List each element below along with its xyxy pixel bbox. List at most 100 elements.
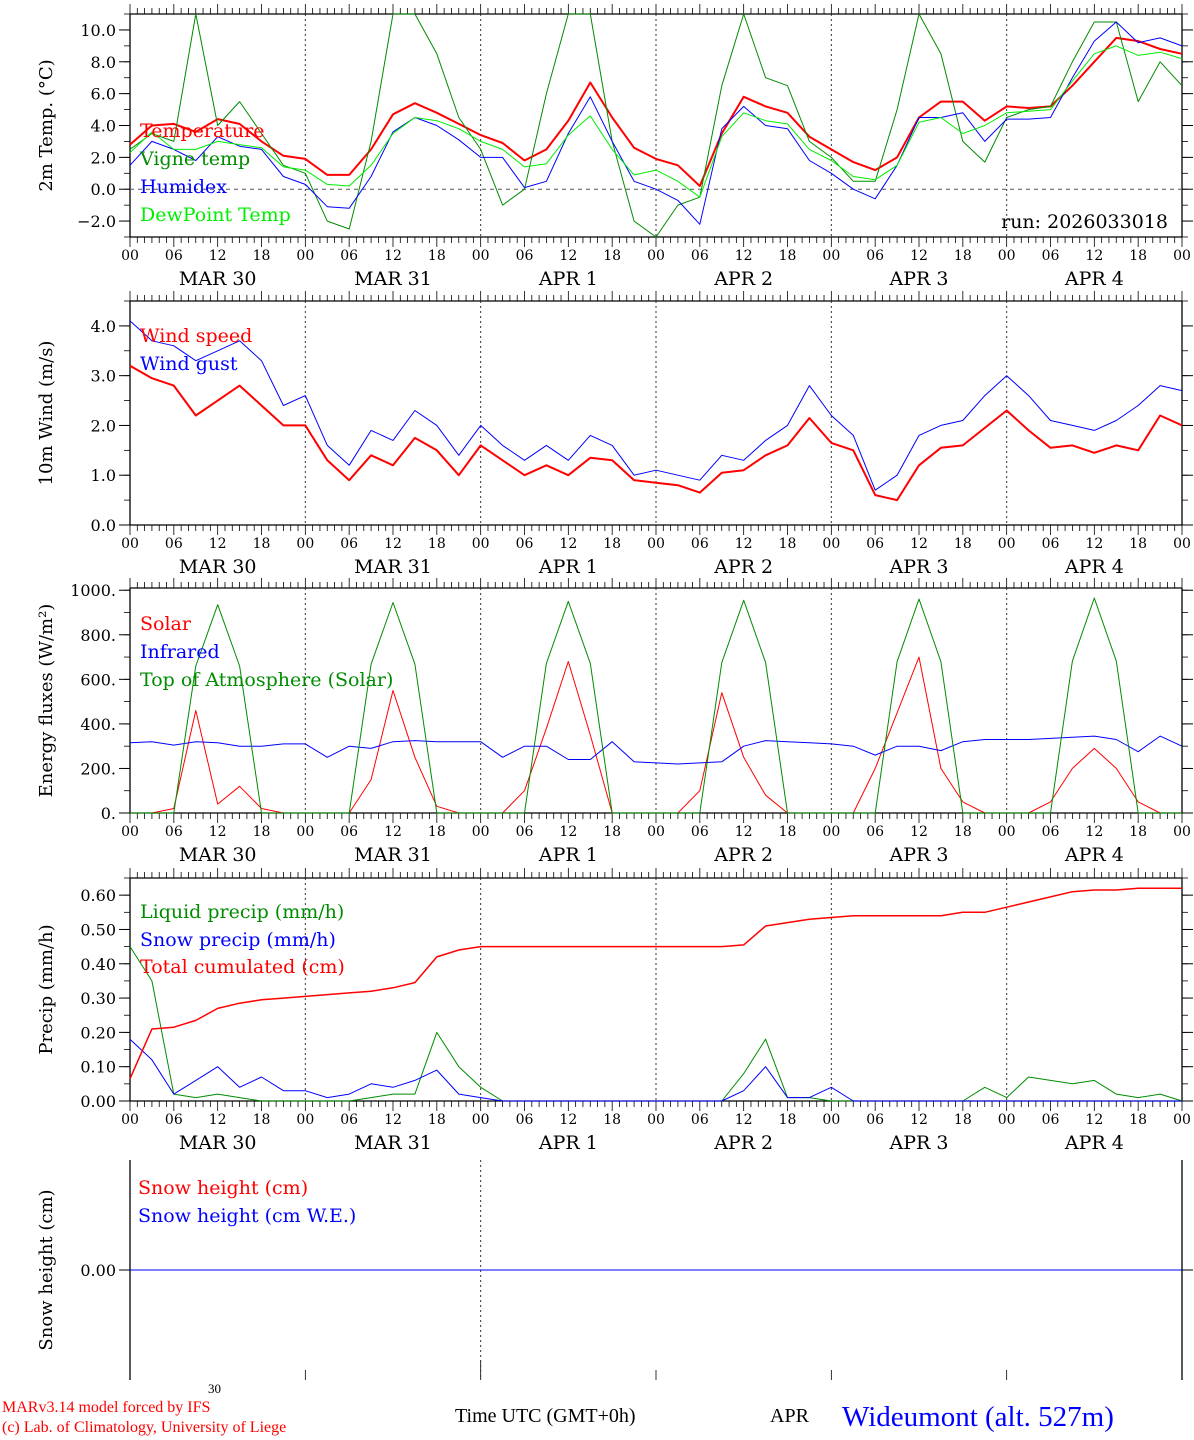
x-tick-label: 00: [121, 824, 139, 840]
day-label: APR 4: [1064, 1132, 1124, 1154]
y-tick-label: 800.: [80, 626, 116, 645]
x-tick-label: 00: [822, 1112, 840, 1128]
x-tick-label: 00: [296, 1112, 314, 1128]
y-tick-label: 3.0: [91, 367, 116, 386]
y-tick-label: 600.: [80, 670, 116, 689]
x-tick-label: 06: [516, 824, 534, 840]
x-tick-label: 06: [866, 248, 884, 264]
x-axis-title: Time UTC (GMT+0h): [455, 1405, 636, 1427]
credit-model: MARv3.14 model forced by IFS: [2, 1399, 211, 1416]
x-tick-label: 12: [209, 248, 227, 264]
x-tick-label: 00: [647, 248, 665, 264]
y-tick-label: −2.0: [77, 212, 116, 231]
x-tick-label: 00: [296, 536, 314, 552]
day-label: MAR 30: [179, 556, 257, 578]
series-line-total-cumulated-cm-: [129, 887, 1182, 1080]
y-tick-label: 4.0: [91, 117, 116, 136]
x-tick-label: 12: [559, 536, 577, 552]
y-tick-label: 2.0: [91, 148, 116, 167]
x-tick-label: 18: [603, 824, 621, 840]
legend-entry: Liquid precip (mm/h): [140, 901, 344, 923]
day-label: MAR 31: [354, 1132, 432, 1154]
x-tick-label: 12: [209, 824, 227, 840]
y-axis-label: Energy fluxes (W/m²): [36, 604, 57, 798]
x-tick-label: 06: [1042, 1112, 1060, 1128]
y-tick-label: 0.10: [80, 1058, 116, 1077]
x-tick-label: 12: [1085, 536, 1103, 552]
x-tick-label: 06: [1042, 248, 1060, 264]
y-tick-label: 6.0: [91, 85, 116, 104]
y-tick-label: 0.00: [80, 1261, 116, 1280]
day-label: APR 1: [538, 268, 598, 290]
x-tick-label: 12: [209, 536, 227, 552]
legend-entry: Infrared: [140, 641, 220, 663]
x-tick-label: 00: [121, 1112, 139, 1128]
x-tick-label: 06: [516, 536, 534, 552]
x-tick-label: 00: [998, 536, 1016, 552]
x-tick-label: 00: [998, 248, 1016, 264]
y-axis-label: 10m Wind (m/s): [36, 341, 57, 486]
y-axis-label: 2m Temp. (°C): [36, 59, 57, 191]
x-tick-label: 12: [910, 1112, 928, 1128]
x-tick-label: 12: [735, 824, 753, 840]
x-tick-label: 12: [1085, 824, 1103, 840]
series-line-humidex: [129, 21, 1183, 225]
x-tick-label: 18: [779, 248, 797, 264]
legend-entry: Wind gust: [140, 353, 238, 375]
x-tick-label: 18: [1129, 248, 1147, 264]
series-line-temperature: [129, 36, 1183, 187]
axis-month-label: APR: [770, 1405, 809, 1427]
legend-entry: Total cumulated (cm): [140, 956, 345, 978]
x-tick-label: 06: [340, 536, 358, 552]
x-tick-label: 00: [822, 248, 840, 264]
y-axis-label: Snow height (cm): [36, 1189, 57, 1350]
y-tick-label: 0.20: [80, 1023, 116, 1042]
x-tick-label: 00: [1173, 248, 1191, 264]
x-tick-label: 18: [954, 1112, 972, 1128]
x-tick-label: 00: [121, 248, 139, 264]
x-tick-label: 12: [910, 536, 928, 552]
y-tick-label: 0.40: [80, 955, 116, 974]
day-label: MAR 30: [179, 268, 257, 290]
series-line-wind-speed: [129, 364, 1183, 502]
x-tick-label: 18: [954, 536, 972, 552]
x-tick-label: 00: [998, 824, 1016, 840]
legend-entry: DewPoint Temp: [140, 204, 291, 226]
series-line-top-of-atmosphere-solar-: [130, 597, 1182, 814]
x-tick-label: 18: [253, 824, 271, 840]
credit-lab: (c) Lab. of Climatology, University of L…: [2, 1419, 287, 1436]
legend-entry: Wind speed: [140, 325, 252, 347]
x-tick-label: 18: [428, 248, 446, 264]
day-label: MAR 30: [179, 1132, 257, 1154]
series-line-vigne-temp: [129, 13, 1183, 238]
x-tick-label: 06: [165, 1112, 183, 1128]
day-label: APR 2: [713, 556, 773, 578]
x-tick-label: 12: [910, 824, 928, 840]
x-tick-label: 12: [384, 248, 402, 264]
x-tick-label: 06: [866, 1112, 884, 1128]
y-tick-label: 8.0: [91, 53, 116, 72]
x-tick-label: 00: [121, 536, 139, 552]
legend-entry: Top of Atmosphere (Solar): [140, 669, 393, 691]
y-tick-label: 0.0: [91, 516, 116, 535]
series-line-dewpoint-temp: [129, 45, 1183, 198]
x-tick-label: 06: [165, 536, 183, 552]
x-tick-label: 18: [428, 824, 446, 840]
x-tick-label: 06: [340, 248, 358, 264]
x-tick-label: 06: [340, 824, 358, 840]
axis-day-label: 30: [208, 1381, 221, 1396]
x-tick-label: 06: [1042, 536, 1060, 552]
x-tick-label: 06: [165, 824, 183, 840]
x-tick-label: 12: [735, 248, 753, 264]
x-tick-label: 12: [384, 536, 402, 552]
x-tick-label: 00: [472, 536, 490, 552]
day-label: APR 3: [889, 1132, 949, 1154]
series-line-snow-precip-mm-h-: [129, 1038, 1182, 1102]
legend-entry: Snow height (cm): [138, 1177, 308, 1199]
y-tick-label: 0.0: [91, 180, 116, 199]
day-label: MAR 31: [354, 268, 432, 290]
x-tick-label: 06: [691, 248, 709, 264]
x-tick-label: 00: [472, 1112, 490, 1128]
x-tick-label: 18: [779, 1112, 797, 1128]
x-tick-label: 06: [691, 536, 709, 552]
